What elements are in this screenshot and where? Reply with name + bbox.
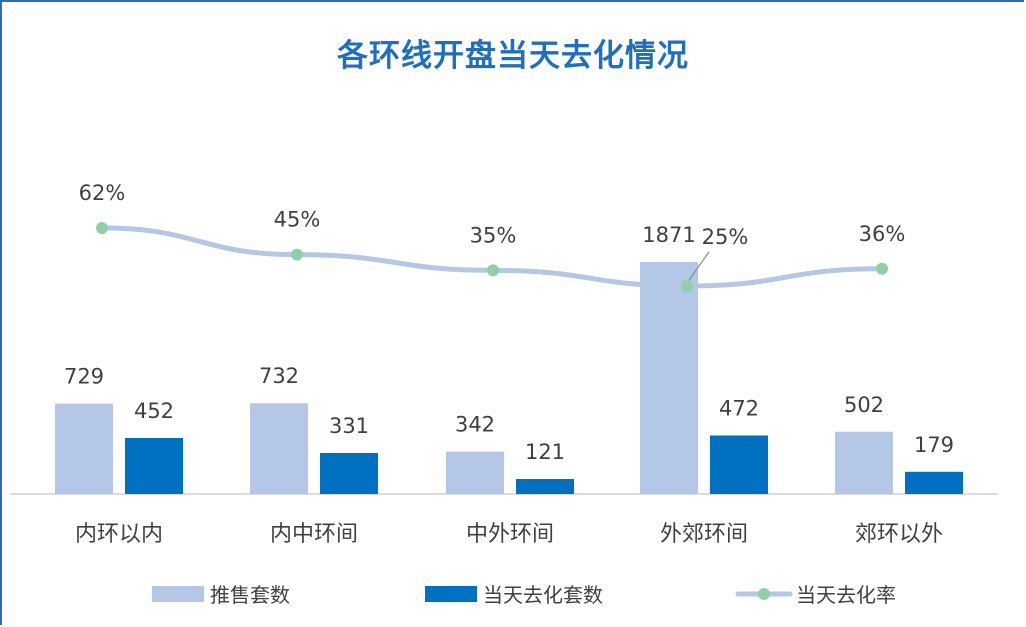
data-label-当天去化套数-外郊环间: 472 <box>719 396 759 420</box>
bar-当天去化套数-内中环间 <box>320 452 378 494</box>
bar-推售套数-中外环间 <box>446 451 504 494</box>
bar-当天去化套数-郊环以外 <box>905 471 963 494</box>
data-label-推售套数-外郊环间: 1871 <box>642 223 695 247</box>
category-label-中外环间: 中外环间 <box>466 522 554 547</box>
legend-label-推售套数: 推售套数 <box>210 583 290 607</box>
category-label-郊环以外: 郊环以外 <box>855 522 943 547</box>
category-label-外郊环间: 外郊环间 <box>660 522 748 547</box>
bar-推售套数-外郊环间 <box>640 262 698 494</box>
legend-marker-当天去化率 <box>758 588 770 600</box>
point-当天去化率-郊环以外 <box>876 262 888 275</box>
chart-title: 各环线开盘当天去化情况 <box>337 38 689 74</box>
data-label-当天去化率-郊环以外: 36% <box>859 222 906 246</box>
data-label-当天去化套数-内环以内: 452 <box>134 399 174 423</box>
bar-当天去化套数-外郊环间 <box>710 435 768 494</box>
data-label-推售套数-内中环间: 732 <box>259 364 299 388</box>
bar-当天去化套数-内环以内 <box>125 437 183 494</box>
bar-当天去化套数-中外环间 <box>516 478 574 494</box>
bar-推售套数-内中环间 <box>250 403 308 494</box>
legend-label-当天去化率: 当天去化率 <box>796 583 896 607</box>
data-label-当天去化套数-郊环以外: 179 <box>914 433 954 457</box>
data-label-当天去化率-内环以内: 62% <box>79 181 126 205</box>
data-label-当天去化率-中外环间: 35% <box>470 223 517 247</box>
data-label-推售套数-内环以内: 729 <box>64 365 104 389</box>
legend-swatch-当天去化套数 <box>425 586 477 602</box>
data-label-当天去化套数-内中环间: 331 <box>329 414 369 438</box>
category-label-内中环间: 内中环间 <box>270 522 358 547</box>
legend-swatch-推售套数 <box>152 586 204 602</box>
bar-推售套数-郊环以外 <box>835 431 893 494</box>
leader-line-当天去化率 <box>688 251 710 281</box>
legend-label-当天去化套数: 当天去化套数 <box>483 583 603 607</box>
data-label-推售套数-中外环间: 342 <box>455 413 495 437</box>
point-当天去化率-内中环间 <box>291 248 303 261</box>
data-label-推售套数-郊环以外: 502 <box>844 393 884 417</box>
bar-推售套数-内环以内 <box>55 403 113 494</box>
data-label-当天去化率-外郊环间: 25% <box>702 225 749 249</box>
data-label-当天去化率-内中环间: 45% <box>274 208 321 232</box>
point-当天去化率-中外环间 <box>487 264 499 277</box>
point-当天去化率-内环以内 <box>96 222 108 234</box>
category-label-内环以内: 内环以内 <box>75 522 163 547</box>
point-当天去化率-外郊环间 <box>681 280 693 292</box>
data-label-当天去化套数-中外环间: 121 <box>525 440 565 464</box>
